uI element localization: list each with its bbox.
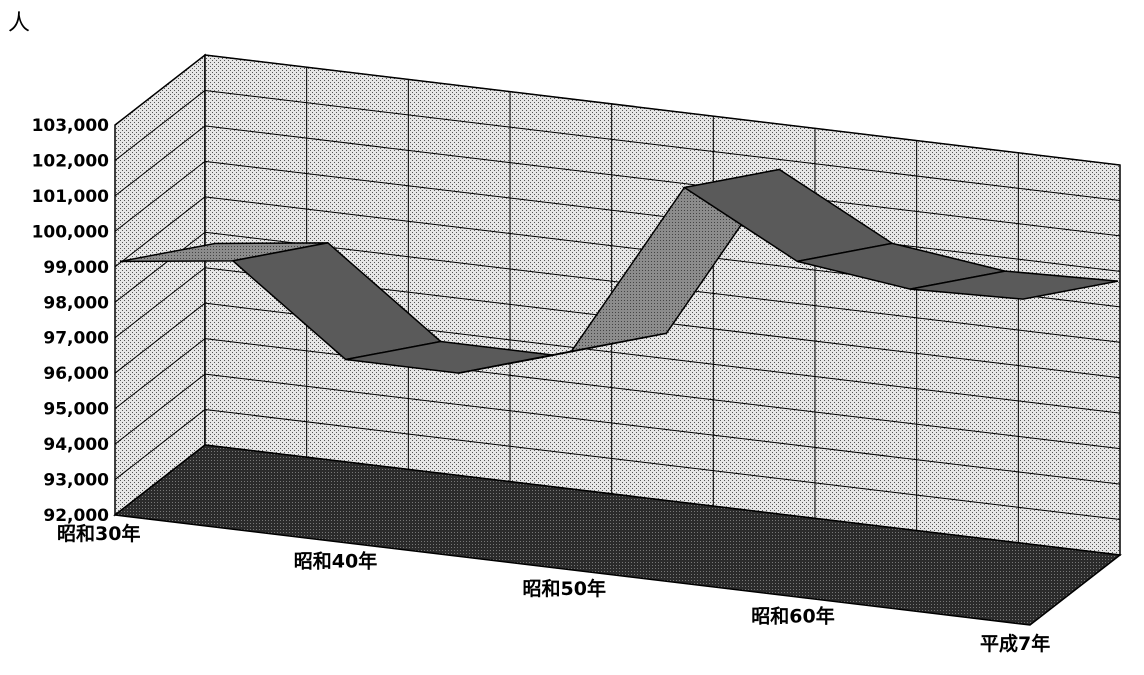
x-category-label: 昭和40年: [294, 550, 377, 573]
y-tick-label: 96,000: [43, 364, 109, 384]
y-tick-label: 94,000: [43, 435, 109, 455]
x-category-label: 昭和30年: [57, 522, 140, 545]
y-axis-ticks: 92,00093,00094,00095,00096,00097,00098,0…: [32, 116, 110, 526]
y-tick-label: 102,000: [32, 151, 110, 171]
y-tick-label: 98,000: [43, 293, 109, 313]
x-category-label: 昭和50年: [523, 577, 606, 600]
y-axis-unit-label: 人: [8, 11, 30, 36]
x-category-label: 昭和60年: [751, 605, 834, 628]
x-category-label: 平成7年: [980, 632, 1050, 655]
y-tick-label: 97,000: [43, 329, 109, 349]
y-tick-label: 101,000: [32, 187, 110, 207]
y-tick-label: 100,000: [32, 222, 110, 242]
y-tick-label: 95,000: [43, 400, 109, 420]
y-tick-label: 103,000: [32, 116, 110, 136]
y-tick-label: 99,000: [43, 258, 109, 278]
y-tick-label: 93,000: [43, 471, 109, 491]
side-wall: [115, 55, 205, 515]
